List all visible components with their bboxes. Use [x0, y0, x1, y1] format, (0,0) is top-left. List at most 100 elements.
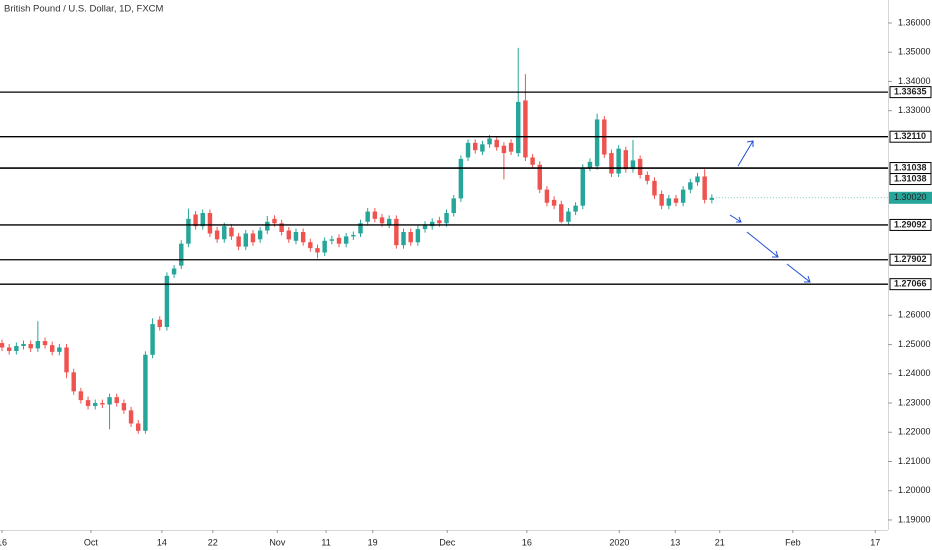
candle-body	[21, 343, 26, 347]
candle-body	[150, 324, 155, 355]
candle-body	[508, 142, 514, 152]
candle-body	[573, 205, 578, 212]
candle-body	[645, 175, 650, 181]
candle-body	[236, 236, 241, 247]
candle-body	[286, 230, 292, 240]
level-label: 1.27902	[894, 254, 927, 264]
x-tick-label: 2020	[609, 537, 629, 547]
candle-body	[293, 232, 299, 241]
candle-body	[49, 345, 55, 352]
level-label-box	[889, 218, 932, 231]
candle-body	[222, 226, 227, 240]
candle-body	[336, 237, 342, 244]
y-tick-label: 1.22000	[898, 427, 931, 437]
candle-body	[401, 232, 406, 246]
y-tick-label: 1.19000	[898, 514, 931, 524]
candle-body	[143, 354, 148, 431]
candle-body	[343, 236, 349, 244]
x-tick-label: Oct	[84, 537, 99, 547]
candle-body	[243, 233, 249, 247]
candle-body	[480, 144, 485, 152]
last-price-label: 1.30020	[894, 192, 927, 202]
candle-body	[379, 217, 385, 224]
level-label: 1.31038	[894, 173, 927, 183]
y-tick-label: 1.36000	[898, 17, 931, 27]
candle-body	[594, 119, 600, 167]
arrow-down-3	[786, 263, 811, 283]
candle-body	[265, 221, 270, 231]
x-tick-label: 19	[368, 537, 378, 547]
level-label: 1.27066	[894, 279, 927, 289]
candle-body	[157, 319, 162, 328]
candle-body	[616, 148, 621, 174]
candle-body	[451, 198, 456, 214]
candle-body	[214, 230, 220, 240]
candle-body	[42, 341, 48, 346]
candle-body	[551, 199, 557, 206]
candle-body	[365, 211, 370, 222]
candle-body	[580, 167, 585, 206]
candle-body	[530, 157, 535, 165]
candle-body	[437, 220, 442, 224]
candle-body	[487, 138, 492, 145]
candle-body	[523, 100, 528, 158]
candle-body	[386, 218, 392, 225]
candle-body	[329, 239, 335, 241]
candle-body	[351, 234, 356, 237]
candle-body	[128, 410, 134, 424]
candle-body	[358, 223, 363, 234]
candle-body	[186, 218, 191, 244]
candle-body	[516, 101, 521, 154]
candle-body	[64, 347, 69, 373]
candle-body	[666, 198, 672, 206]
candle-body	[164, 275, 170, 328]
candle-body	[429, 221, 435, 227]
candle-body	[322, 240, 327, 253]
y-tick-label: 1.21000	[898, 456, 931, 466]
candle-body	[121, 403, 127, 411]
candle-body	[107, 397, 112, 405]
candle-body	[272, 218, 277, 224]
x-tick-label: 16	[522, 537, 532, 547]
candle-body	[229, 227, 234, 237]
drawn-arrows	[729, 140, 811, 283]
level-label-box	[889, 278, 932, 291]
candle-body	[537, 164, 542, 190]
candle-body	[92, 403, 98, 406]
candle-body	[702, 176, 707, 200]
candle-body	[637, 158, 643, 176]
candle-body	[100, 403, 105, 405]
candle-body	[28, 343, 33, 349]
level-label-box	[889, 130, 932, 143]
candle-body	[680, 189, 686, 203]
candle-body	[673, 198, 679, 203]
candle-body	[473, 142, 478, 151]
candle-body	[559, 204, 564, 222]
last-price-box	[889, 191, 932, 204]
candle-body	[114, 397, 119, 404]
candle-body	[300, 232, 306, 243]
candle-body	[444, 213, 449, 224]
y-tick-label: 1.35000	[898, 47, 931, 57]
candle-body	[315, 248, 320, 253]
candle-body	[85, 400, 91, 406]
candle-body	[394, 218, 399, 246]
candle-body	[659, 194, 664, 206]
x-tick-label: 14	[157, 537, 167, 547]
candle-body	[688, 182, 693, 190]
candle-body	[78, 391, 84, 401]
candle-body	[695, 176, 700, 183]
candle-body	[544, 189, 550, 203]
candle-body	[609, 153, 614, 174]
candle-body	[200, 213, 205, 227]
x-tick-label: 13	[670, 537, 680, 547]
candle-body	[623, 150, 629, 170]
candle-body	[71, 372, 76, 392]
candle-body	[465, 142, 471, 158]
x-tick-label: 21	[715, 537, 725, 547]
x-tick-label: 17	[870, 537, 880, 547]
candle-body	[630, 160, 636, 170]
level-label-box	[889, 86, 932, 99]
